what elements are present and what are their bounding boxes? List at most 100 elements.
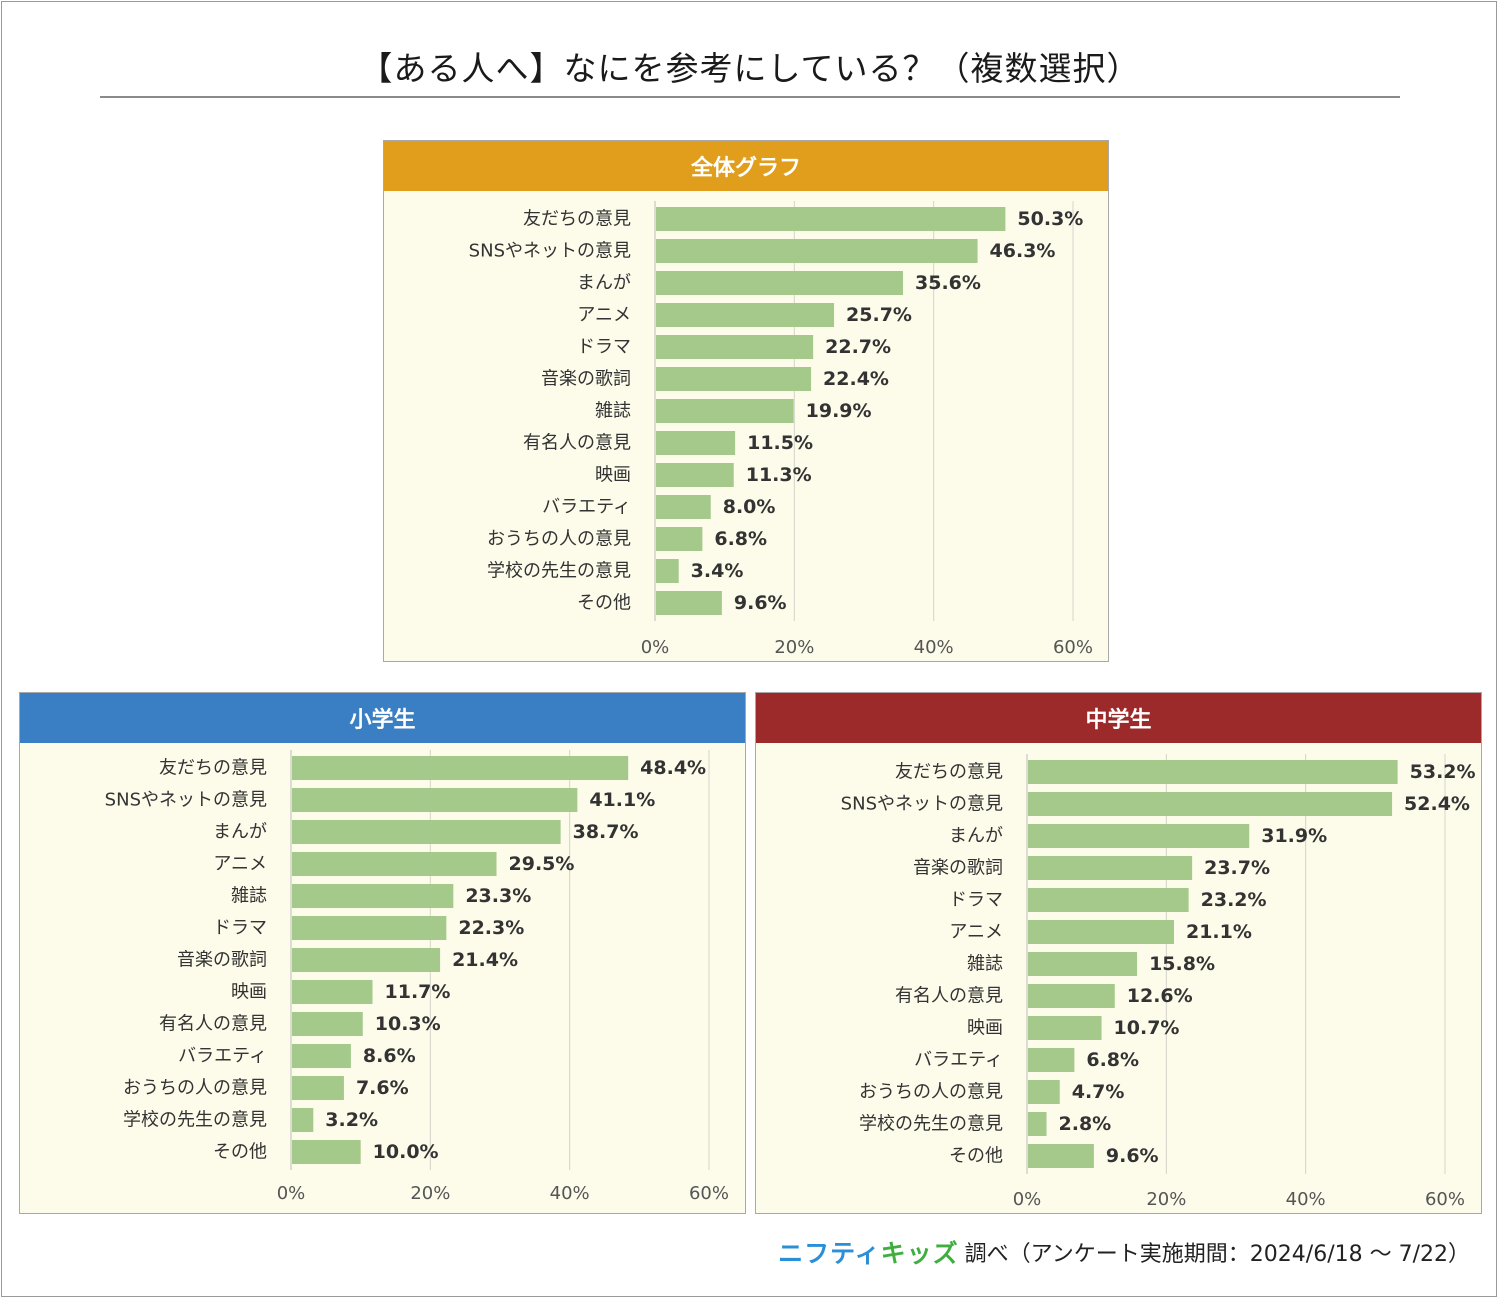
category-label: アニメ bbox=[213, 854, 267, 875]
category-label: ドラマ bbox=[949, 890, 1003, 911]
value-label: 22.4% bbox=[823, 368, 889, 390]
x-tick-label: 0% bbox=[277, 1183, 306, 1204]
category-label: まんが bbox=[577, 273, 631, 294]
bar bbox=[656, 591, 722, 615]
bar bbox=[1028, 1144, 1094, 1168]
value-label: 10.0% bbox=[373, 1141, 439, 1163]
category-label: おうちの人の意見 bbox=[859, 1082, 1003, 1103]
value-label: 52.4% bbox=[1404, 793, 1470, 815]
value-label: 23.7% bbox=[1204, 857, 1270, 879]
junior-high-chart-panel: 中学生 友だちの意見 53.2% SNSやネットの意見 52.4% まんが 31.9% 音楽… bbox=[755, 692, 1482, 1214]
category-label: 友だちの意見 bbox=[895, 762, 1003, 783]
value-label: 50.3% bbox=[1017, 208, 1083, 230]
value-label: 2.8% bbox=[1059, 1113, 1112, 1135]
bar bbox=[1028, 1112, 1047, 1136]
category-label: 雑誌 bbox=[967, 954, 1003, 975]
survey-period-note: 調べ（アンケート実施期間：2024/6/18 ～ 7/22） bbox=[964, 1242, 1470, 1267]
value-label: 53.2% bbox=[1410, 761, 1476, 783]
category-label: ドラマ bbox=[577, 337, 631, 358]
x-tick-label: 20% bbox=[774, 637, 814, 658]
x-tick-label: 40% bbox=[914, 637, 954, 658]
bar bbox=[292, 948, 441, 972]
bar bbox=[292, 788, 578, 812]
value-label: 6.8% bbox=[1086, 1049, 1139, 1071]
category-label: 映画 bbox=[595, 465, 631, 486]
category-label: その他 bbox=[213, 1142, 267, 1163]
value-label: 21.1% bbox=[1186, 921, 1252, 943]
bar bbox=[656, 559, 679, 583]
category-label: 音楽の歌詞 bbox=[913, 858, 1003, 879]
value-label: 10.3% bbox=[375, 1013, 441, 1035]
x-tick-label: 20% bbox=[1146, 1189, 1186, 1210]
junior-high-bar-chart: 友だちの意見 53.2% SNSやネットの意見 52.4% まんが 31.9% 音楽の歌詞 2… bbox=[841, 754, 1476, 1210]
category-label: おうちの人の意見 bbox=[123, 1078, 267, 1099]
category-label: バラエティ bbox=[914, 1050, 1003, 1071]
bar bbox=[292, 980, 373, 1004]
value-label: 19.9% bbox=[806, 400, 872, 422]
x-tick-label: 40% bbox=[550, 1183, 590, 1204]
category-label: まんが bbox=[213, 822, 267, 843]
category-label: 学校の先生の意見 bbox=[859, 1114, 1003, 1135]
bar bbox=[656, 527, 703, 551]
value-label: 11.3% bbox=[746, 464, 812, 486]
bar bbox=[656, 495, 711, 519]
source-footer: ニフティキッズ 調べ（アンケート実施期間：2024/6/18 ～ 7/22） bbox=[778, 1234, 1470, 1270]
bar bbox=[656, 271, 904, 295]
value-label: 4.7% bbox=[1072, 1081, 1125, 1103]
brand-logo-part1: ニフティ bbox=[778, 1239, 881, 1268]
x-tick-label: 60% bbox=[1425, 1189, 1465, 1210]
junior-high-chart-header: 中学生 bbox=[756, 693, 1481, 743]
value-label: 11.7% bbox=[385, 981, 451, 1003]
value-label: 23.3% bbox=[465, 885, 531, 907]
value-label: 46.3% bbox=[990, 240, 1056, 262]
value-label: 3.2% bbox=[325, 1109, 378, 1131]
value-label: 25.7% bbox=[846, 304, 912, 326]
category-label: まんが bbox=[949, 826, 1003, 847]
category-label: 映画 bbox=[967, 1018, 1003, 1039]
elementary-bar-chart: 友だちの意見 48.4% SNSやネットの意見 41.1% まんが 38.7% アニメ 29.… bbox=[105, 750, 729, 1204]
value-label: 12.6% bbox=[1127, 985, 1193, 1007]
category-label: SNSやネットの意見 bbox=[105, 790, 267, 811]
value-label: 29.5% bbox=[509, 853, 575, 875]
bar bbox=[1028, 792, 1393, 816]
value-label: 7.6% bbox=[356, 1077, 409, 1099]
brand-logo: ニフティキッズ bbox=[778, 1234, 959, 1270]
category-label: その他 bbox=[949, 1146, 1003, 1167]
category-label: SNSやネットの意見 bbox=[841, 794, 1003, 815]
x-tick-label: 0% bbox=[641, 637, 670, 658]
bar bbox=[1028, 760, 1398, 784]
value-label: 15.8% bbox=[1149, 953, 1215, 975]
x-tick-label: 60% bbox=[689, 1183, 729, 1204]
value-label: 48.4% bbox=[640, 757, 706, 779]
value-label: 22.7% bbox=[825, 336, 891, 358]
overall-bar-chart: 友だちの意見 50.3% SNSやネットの意見 46.3% まんが 35.6% アニメ 25.… bbox=[469, 201, 1093, 658]
category-label: 学校の先生の意見 bbox=[487, 561, 631, 582]
x-tick-label: 20% bbox=[410, 1183, 450, 1204]
value-label: 21.4% bbox=[452, 949, 518, 971]
value-label: 41.1% bbox=[589, 789, 655, 811]
elementary-chart-panel: 小学生 友だちの意見 48.4% SNSやネットの意見 41.1% まんが 38.7% アニ… bbox=[19, 692, 746, 1214]
category-label: 友だちの意見 bbox=[159, 758, 267, 779]
x-tick-label: 40% bbox=[1286, 1189, 1326, 1210]
category-label: バラエティ bbox=[178, 1046, 267, 1067]
x-tick-label: 60% bbox=[1053, 637, 1093, 658]
category-label: アニメ bbox=[577, 305, 631, 326]
value-label: 38.7% bbox=[573, 821, 639, 843]
category-label: 雑誌 bbox=[595, 401, 631, 422]
bar bbox=[292, 884, 454, 908]
bar bbox=[656, 239, 978, 263]
category-label: 学校の先生の意見 bbox=[123, 1110, 267, 1131]
value-label: 6.8% bbox=[714, 528, 767, 550]
bar bbox=[292, 1012, 363, 1036]
value-label: 31.9% bbox=[1261, 825, 1327, 847]
category-label: ドラマ bbox=[213, 918, 267, 939]
value-label: 9.6% bbox=[1106, 1145, 1159, 1167]
bar bbox=[1028, 1048, 1075, 1072]
bar bbox=[1028, 824, 1250, 848]
category-label: SNSやネットの意見 bbox=[469, 241, 631, 262]
bar bbox=[292, 852, 497, 876]
value-label: 3.4% bbox=[691, 560, 744, 582]
category-label: その他 bbox=[577, 593, 631, 614]
page-title: 【ある人へ】なにを参考にしている？（複数選択） bbox=[359, 49, 1141, 88]
overall-chart-panel: 全体グラフ 友だちの意見 50.3% SNSやネットの意見 46.3% まんが 35.6%… bbox=[383, 140, 1109, 662]
